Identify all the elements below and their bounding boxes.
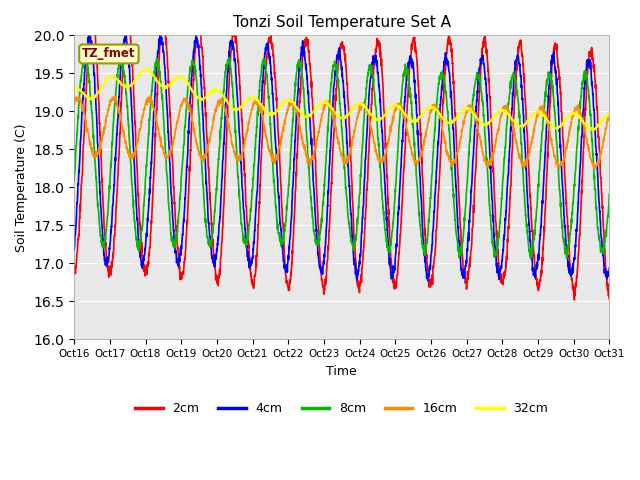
- 32cm: [605, 112, 613, 118]
- 4cm: [498, 265, 506, 271]
- 16cm: [357, 105, 365, 110]
- 8cm: [81, 51, 88, 57]
- Line: 8cm: 8cm: [74, 54, 609, 258]
- 32cm: [497, 107, 505, 112]
- 32cm: [369, 115, 377, 120]
- 4cm: [424, 278, 432, 284]
- Title: Tonzi Soil Temperature Set A: Tonzi Soil Temperature Set A: [233, 15, 451, 30]
- Legend: 2cm, 4cm, 8cm, 16cm, 32cm: 2cm, 4cm, 8cm, 16cm, 32cm: [130, 397, 554, 420]
- 32cm: [558, 121, 566, 127]
- 16cm: [147, 93, 154, 98]
- 4cm: [357, 237, 365, 242]
- Line: 2cm: 2cm: [74, 12, 609, 300]
- 16cm: [591, 166, 598, 172]
- 2cm: [124, 9, 132, 15]
- 8cm: [220, 87, 227, 93]
- 8cm: [573, 142, 581, 147]
- 16cm: [573, 104, 581, 109]
- 2cm: [497, 280, 505, 286]
- 16cm: [369, 132, 377, 138]
- 2cm: [558, 122, 566, 128]
- 2cm: [573, 267, 581, 273]
- 32cm: [357, 102, 365, 108]
- Text: TZ_fmet: TZ_fmet: [82, 48, 136, 60]
- 4cm: [70, 248, 78, 253]
- 2cm: [570, 297, 578, 303]
- Line: 16cm: 16cm: [74, 96, 609, 169]
- 16cm: [70, 101, 78, 107]
- 8cm: [369, 77, 377, 83]
- 16cm: [497, 113, 505, 119]
- 4cm: [605, 265, 613, 271]
- 8cm: [563, 255, 570, 261]
- 32cm: [70, 86, 78, 92]
- Line: 4cm: 4cm: [74, 35, 609, 281]
- 8cm: [497, 204, 505, 210]
- 8cm: [70, 178, 78, 184]
- 16cm: [558, 160, 566, 166]
- 8cm: [605, 191, 613, 197]
- 4cm: [573, 218, 581, 224]
- 4cm: [369, 60, 377, 66]
- Line: 32cm: 32cm: [74, 69, 609, 130]
- 32cm: [220, 95, 227, 100]
- 32cm: [573, 112, 581, 118]
- 4cm: [559, 183, 566, 189]
- 2cm: [220, 203, 227, 208]
- 2cm: [605, 296, 613, 302]
- 2cm: [70, 267, 78, 273]
- 32cm: [589, 127, 596, 133]
- 32cm: [143, 66, 150, 72]
- 2cm: [357, 272, 365, 277]
- 2cm: [369, 84, 377, 89]
- X-axis label: Time: Time: [326, 365, 357, 378]
- Y-axis label: Soil Temperature (C): Soil Temperature (C): [15, 123, 28, 252]
- 4cm: [122, 32, 130, 37]
- 16cm: [605, 111, 613, 117]
- 16cm: [220, 101, 227, 107]
- 8cm: [357, 165, 365, 171]
- 4cm: [220, 140, 227, 146]
- 8cm: [558, 225, 566, 231]
